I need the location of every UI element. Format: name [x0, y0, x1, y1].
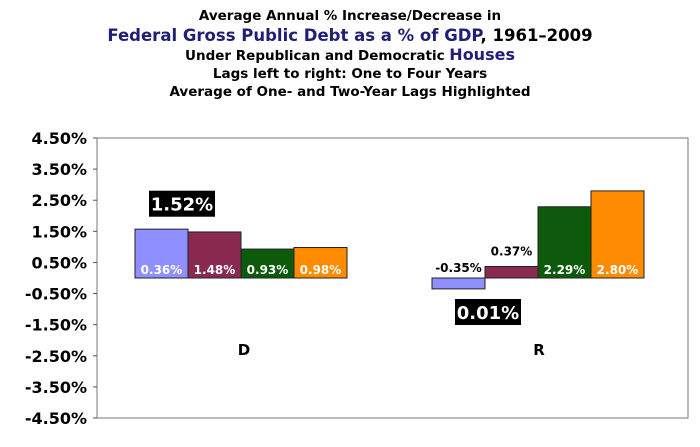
y-tick-label: -3.50%	[25, 378, 87, 397]
y-tick-label: -1.50%	[25, 316, 87, 335]
category-label: D	[238, 341, 250, 359]
bar	[484, 265, 539, 279]
data-label: 0.36%	[141, 263, 183, 277]
highlight-value: 0.01%	[457, 303, 519, 324]
data-label: -0.35%	[435, 261, 482, 275]
y-tick-label: -0.50%	[25, 285, 87, 304]
y-tick-label: 3.50%	[31, 160, 87, 179]
y-tick-label: 1.50%	[31, 222, 87, 241]
data-label: 2.29%	[544, 263, 586, 277]
y-tick-label: 2.50%	[31, 191, 87, 210]
bar	[537, 206, 592, 279]
title-line-5: Average of One- and Two-Year Lags Highli…	[169, 84, 531, 100]
title-years: , 1961–2009	[480, 26, 593, 45]
data-label: 0.93%	[247, 263, 289, 277]
plot-area	[96, 137, 689, 419]
data-label: 0.98%	[300, 263, 342, 277]
title-line-3-text: Under Republican and Democratic	[185, 48, 450, 64]
title-emphasis: Federal Gross Public Debt as a % of GDP	[107, 26, 481, 45]
title-houses: Houses	[449, 45, 515, 64]
chart-title: Average Annual % Increase/Decrease in Fe…	[0, 7, 700, 101]
data-label: 0.37%	[491, 244, 533, 258]
data-label: 2.80%	[597, 263, 639, 277]
bar	[240, 248, 295, 279]
bar	[134, 228, 189, 279]
y-tick-label: -2.50%	[25, 347, 87, 366]
highlight-value: 1.52%	[151, 195, 213, 216]
data-label: 1.48%	[194, 263, 236, 277]
title-line-3: Under Republican and Democratic Houses	[0, 46, 700, 65]
bar	[431, 277, 486, 290]
category-label: R	[533, 341, 545, 359]
y-tick-label: -4.50%	[25, 409, 87, 428]
bar	[187, 231, 242, 279]
highlight-box	[455, 299, 521, 325]
title-line-2: Federal Gross Public Debt as a % of GDP,…	[0, 25, 700, 46]
title-line-4: Lags left to right: One to Four Years	[212, 66, 488, 82]
y-tick-label: 0.50%	[31, 253, 87, 272]
bar	[590, 190, 645, 279]
title-line-1: Average Annual % Increase/Decrease in	[198, 8, 502, 24]
highlight-box	[149, 190, 215, 217]
bar	[293, 247, 348, 279]
y-tick-label: 4.50%	[31, 129, 87, 148]
